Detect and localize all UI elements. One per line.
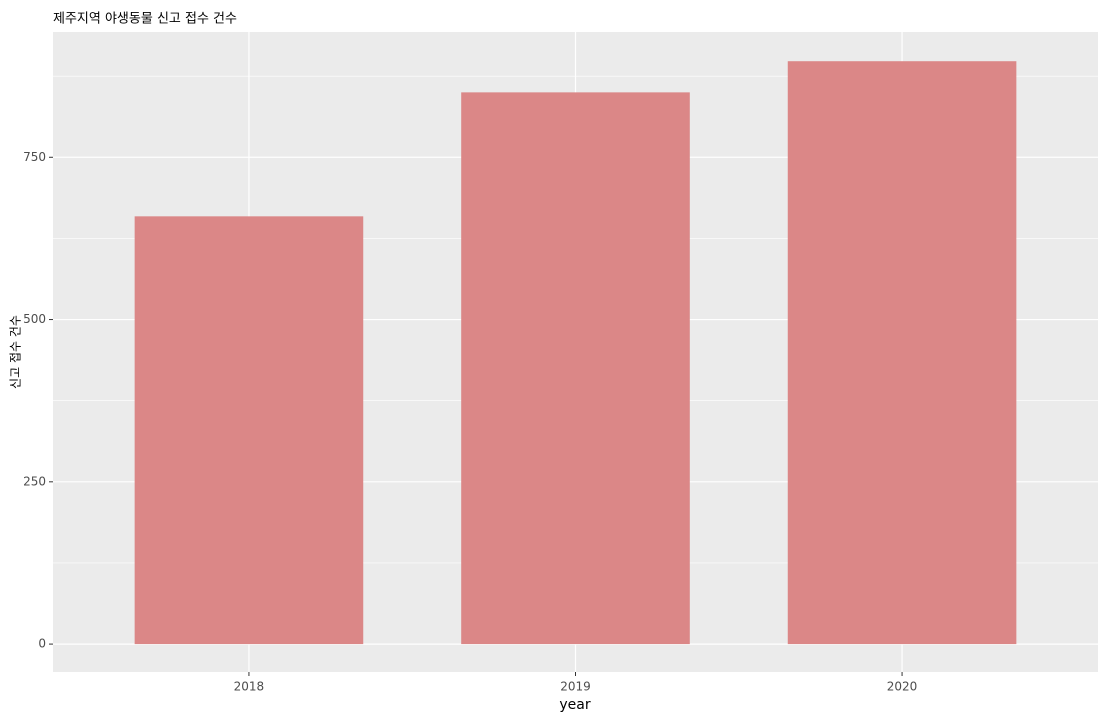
bar bbox=[134, 216, 364, 645]
y-tick-label: 500 bbox=[23, 312, 46, 326]
bar bbox=[787, 61, 1017, 645]
x-tick-label: 2018 bbox=[234, 680, 265, 694]
chart-title: 제주지역 야생동물 신고 접수 건수 bbox=[53, 12, 237, 27]
x-tick-label: 2020 bbox=[887, 680, 918, 694]
bar bbox=[461, 92, 690, 645]
y-axis-title: 신고 접수 건수 bbox=[9, 315, 23, 389]
y-tick-label: 250 bbox=[23, 474, 46, 488]
x-tick-label: 2019 bbox=[560, 680, 591, 694]
x-axis-title: year bbox=[559, 697, 590, 713]
y-tick-label: 0 bbox=[38, 637, 46, 651]
y-tick-label: 750 bbox=[23, 150, 46, 164]
